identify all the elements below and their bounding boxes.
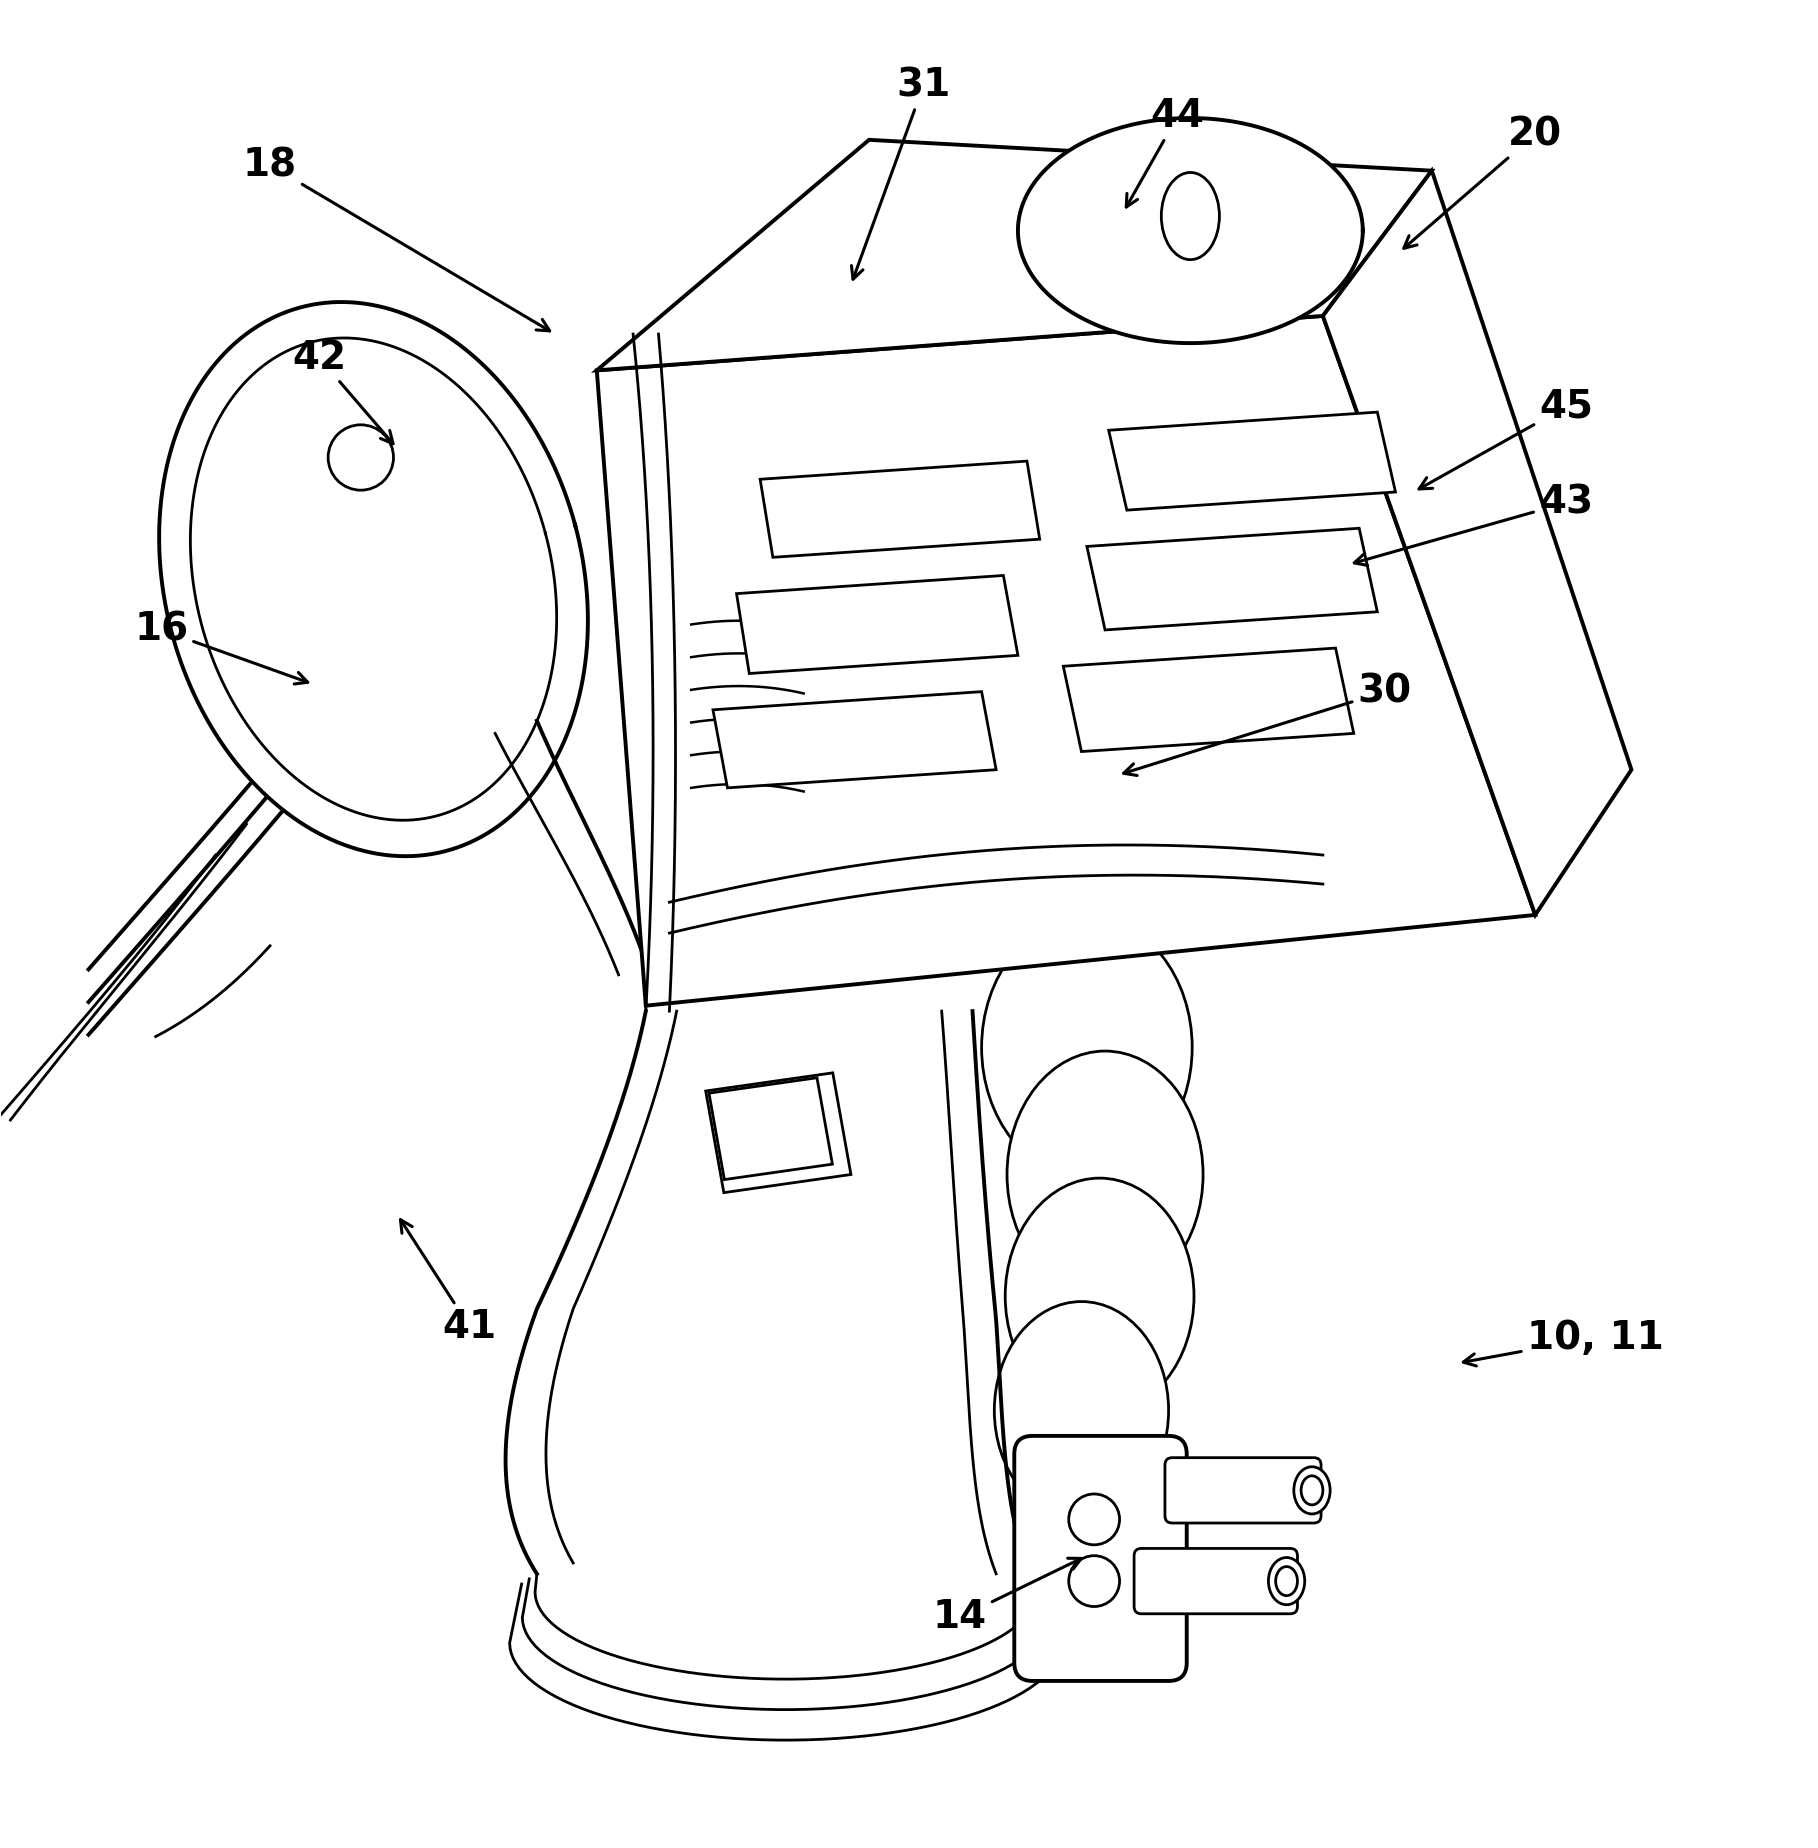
Polygon shape [1018, 118, 1364, 344]
Polygon shape [1087, 529, 1378, 630]
Circle shape [1069, 1493, 1120, 1545]
Ellipse shape [1162, 172, 1220, 259]
Text: 45: 45 [1420, 388, 1593, 490]
Polygon shape [160, 301, 587, 856]
Ellipse shape [1294, 1467, 1331, 1514]
Text: 18: 18 [244, 146, 549, 331]
Polygon shape [596, 316, 1534, 1005]
Polygon shape [1064, 649, 1354, 752]
Ellipse shape [1276, 1567, 1298, 1595]
Ellipse shape [1269, 1558, 1305, 1604]
Circle shape [327, 425, 393, 490]
Text: 42: 42 [293, 338, 393, 444]
Polygon shape [709, 1077, 833, 1179]
Text: 30: 30 [1124, 673, 1411, 776]
Text: 20: 20 [1403, 115, 1562, 248]
Ellipse shape [1302, 1477, 1324, 1504]
FancyBboxPatch shape [1014, 1436, 1187, 1682]
Polygon shape [736, 575, 1018, 673]
Text: 31: 31 [851, 67, 951, 279]
Text: 14: 14 [933, 1558, 1082, 1637]
FancyBboxPatch shape [1165, 1458, 1322, 1523]
Polygon shape [705, 1074, 851, 1192]
FancyBboxPatch shape [1134, 1549, 1298, 1613]
Ellipse shape [1005, 1179, 1194, 1414]
Polygon shape [713, 691, 996, 787]
Polygon shape [760, 462, 1040, 558]
Ellipse shape [994, 1301, 1169, 1519]
Text: 10, 11: 10, 11 [1463, 1319, 1663, 1366]
Text: 41: 41 [400, 1220, 496, 1345]
Circle shape [1069, 1556, 1120, 1606]
Text: 44: 44 [1125, 98, 1205, 207]
Polygon shape [596, 140, 1433, 370]
Text: 16: 16 [135, 612, 307, 684]
Ellipse shape [1007, 1052, 1204, 1297]
Polygon shape [1109, 412, 1396, 510]
Ellipse shape [982, 917, 1193, 1179]
Text: 43: 43 [1354, 484, 1593, 565]
Polygon shape [1324, 170, 1631, 915]
